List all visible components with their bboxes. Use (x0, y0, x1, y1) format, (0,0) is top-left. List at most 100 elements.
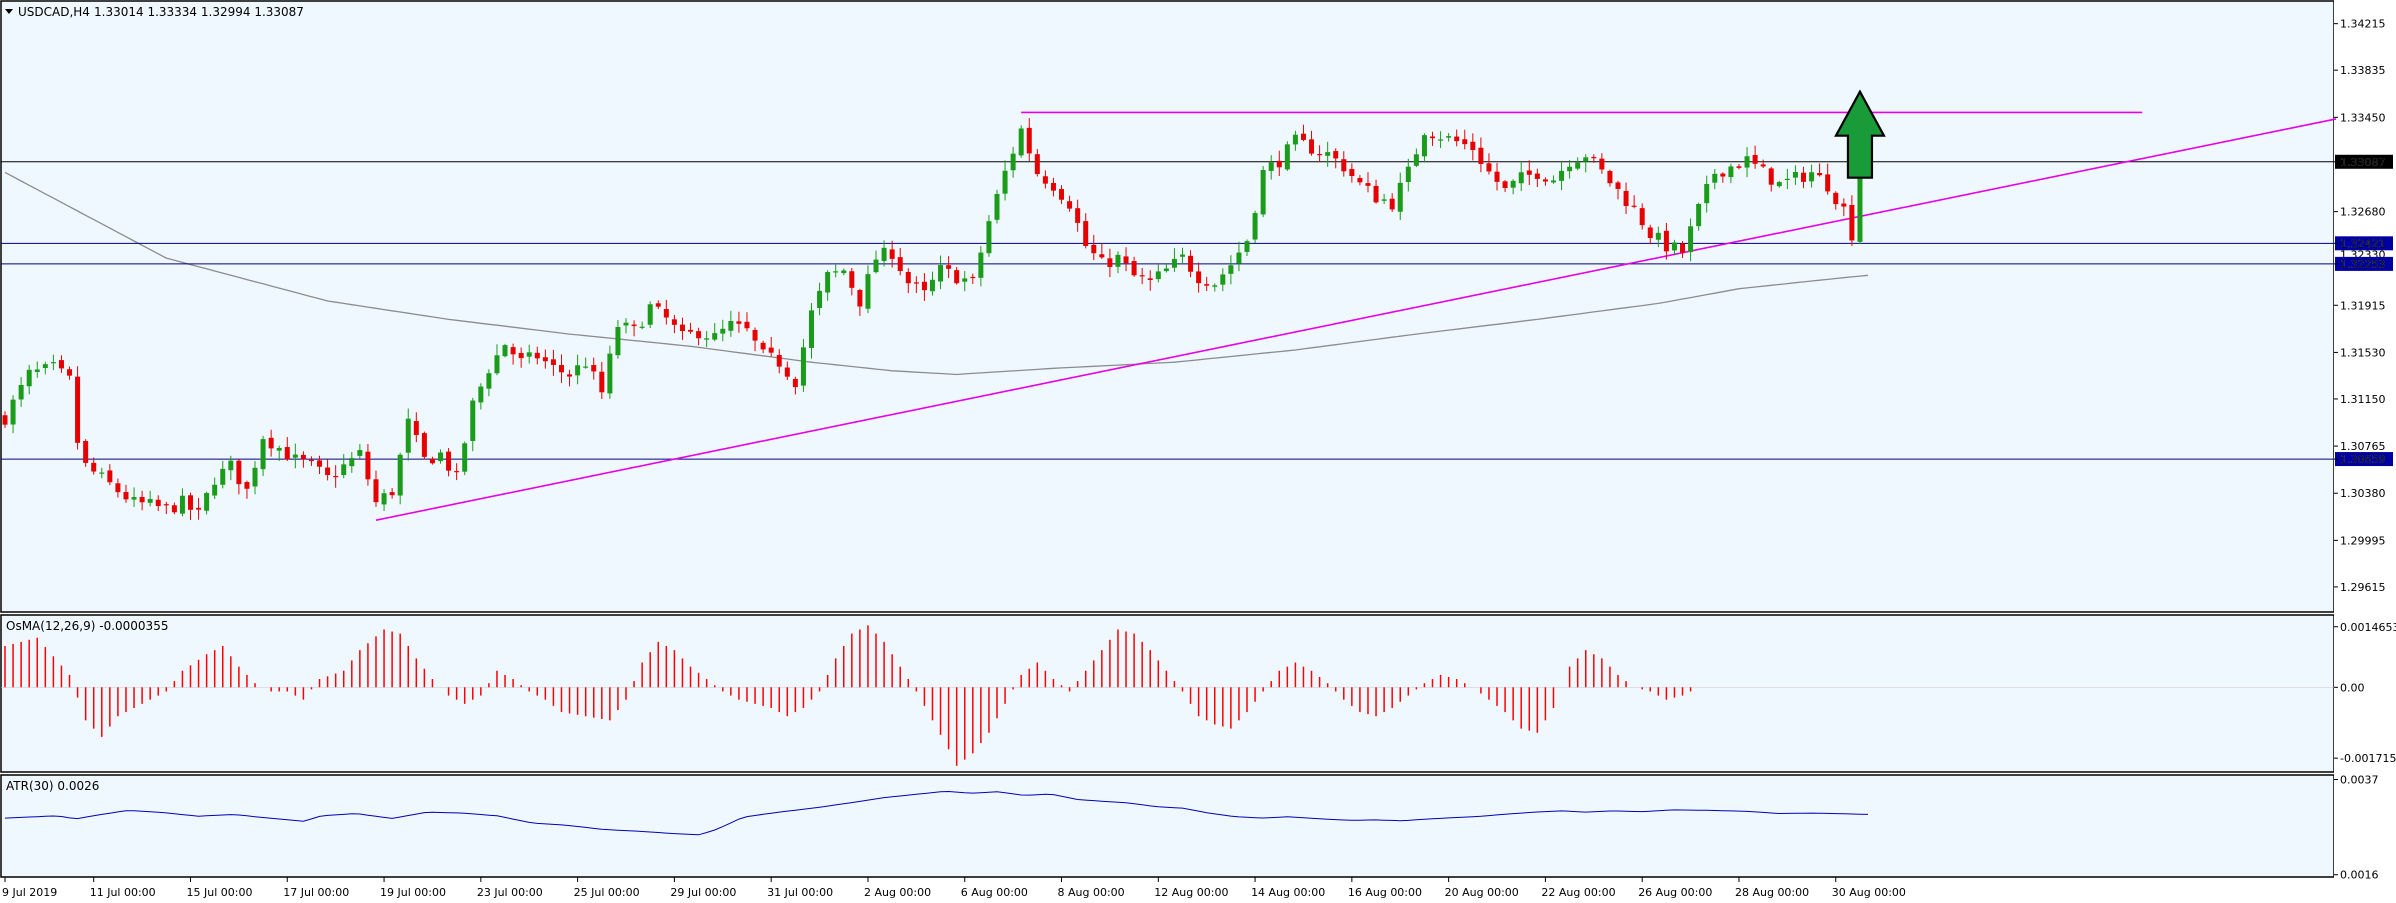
main-pane[interactable] (0, 0, 2335, 613)
price-tick-label: 1.31150 (2340, 393, 2386, 406)
price-label: 1.33087 (2340, 156, 2386, 169)
candle-body (1817, 172, 1823, 176)
price-label: 1.32421 (2340, 237, 2386, 250)
price-tick-label: 1.30659 (2340, 453, 2386, 466)
candle-body (1800, 172, 1806, 182)
time-tick-label: 26 Aug 00:00 (1638, 886, 1712, 899)
candle-body (1825, 174, 1831, 192)
candle-body (1639, 208, 1645, 226)
time-tick-label: 9 Jul 2019 (2, 886, 57, 899)
candle-body (1341, 159, 1347, 172)
candle-body (744, 321, 750, 329)
candle-body (1010, 153, 1016, 171)
candle-body (1333, 151, 1339, 159)
osma-tick-label: 0.0014653 (2340, 621, 2396, 634)
atr-tick-label: 0.0016 (2340, 869, 2379, 882)
candle-body (204, 493, 210, 511)
candle-body (1252, 213, 1258, 240)
candle-body (542, 357, 548, 362)
candle-body (1204, 284, 1210, 286)
candle-body (1446, 136, 1452, 138)
candle-body (252, 467, 258, 487)
candle-body (1091, 244, 1097, 254)
candle-body (1220, 274, 1226, 285)
candle-body (1300, 133, 1306, 140)
ascending-trendline[interactable] (375, 118, 2337, 521)
symbol-label: USDCAD,H4 (18, 5, 90, 19)
candle-body (317, 460, 323, 467)
candle-body (1438, 139, 1444, 141)
candle-body (1002, 170, 1008, 194)
candle-body (865, 274, 871, 309)
candle-body (1397, 182, 1403, 212)
candle-body (139, 496, 145, 503)
candle-body (954, 270, 960, 284)
candle-body (1026, 127, 1032, 154)
price-axis[interactable] (2334, 0, 2396, 880)
time-tick-label: 12 Aug 00:00 (1154, 886, 1228, 899)
candle-body (1526, 170, 1532, 175)
candle-body (1607, 170, 1613, 184)
price-label-box (2335, 154, 2393, 169)
candle-body (196, 507, 202, 510)
candle-body (1075, 208, 1081, 223)
candle-body (1292, 134, 1298, 145)
candle-body (1470, 141, 1476, 151)
candle-body (1736, 166, 1742, 168)
candle-body (1034, 154, 1040, 175)
candle-body (1268, 162, 1274, 171)
candle-body (1244, 241, 1250, 252)
atr-tick-label: 0.0037 (2340, 774, 2379, 787)
candle-body (1454, 136, 1460, 142)
price-tick-label: 1.31915 (2340, 299, 2386, 312)
price-tick-label: 1.32253 (2340, 258, 2386, 271)
time-tick-label: 25 Jul 00:00 (574, 886, 640, 899)
candle-body (929, 279, 935, 292)
price-tick-label: 1.31530 (2340, 346, 2386, 359)
candle-body (647, 304, 653, 325)
candle-body (921, 281, 927, 291)
time-tick-label: 20 Aug 00:00 (1445, 886, 1519, 899)
candle-body (510, 347, 516, 355)
candle-body (752, 329, 758, 341)
candle-body (58, 360, 64, 369)
candle-body (1115, 254, 1121, 267)
candle-body (792, 378, 798, 388)
candle-body (1050, 182, 1056, 191)
candle-body (1139, 275, 1145, 277)
candle-body (1131, 261, 1137, 276)
osma-pane[interactable] (0, 614, 2335, 773)
candle-body (1260, 169, 1266, 215)
candle-body (1107, 258, 1113, 268)
candle-body (1502, 181, 1508, 188)
candle-body (1671, 242, 1677, 251)
candle-body (623, 322, 629, 326)
candle-body (1696, 203, 1702, 227)
ohlc-values: 1.33014 1.33334 1.32994 1.33087 (94, 5, 304, 19)
candle-body (494, 355, 500, 374)
candle-body (1018, 128, 1024, 156)
candle-body (558, 365, 564, 373)
price-tick-label: 1.34215 (2340, 18, 2386, 31)
atr-pane[interactable] (0, 774, 2335, 878)
time-tick-label: 15 Jul 00:00 (186, 886, 252, 899)
candle-body (897, 257, 903, 272)
candle-body (268, 437, 274, 449)
candle-body (1623, 190, 1629, 207)
candle-body (1809, 172, 1815, 182)
candle-body (1720, 173, 1726, 177)
candle-body (147, 499, 153, 503)
candle-body (349, 458, 355, 467)
symbol-dropdown-icon[interactable] (5, 9, 13, 14)
candle-body (704, 338, 710, 340)
candle-body (50, 362, 56, 364)
candle-body (825, 272, 831, 293)
candle-body (978, 252, 984, 278)
price-label-box (2335, 236, 2393, 251)
candle-body (849, 271, 855, 288)
candle-body (34, 369, 40, 372)
candle-body (1760, 164, 1766, 167)
candle-body (768, 347, 774, 353)
